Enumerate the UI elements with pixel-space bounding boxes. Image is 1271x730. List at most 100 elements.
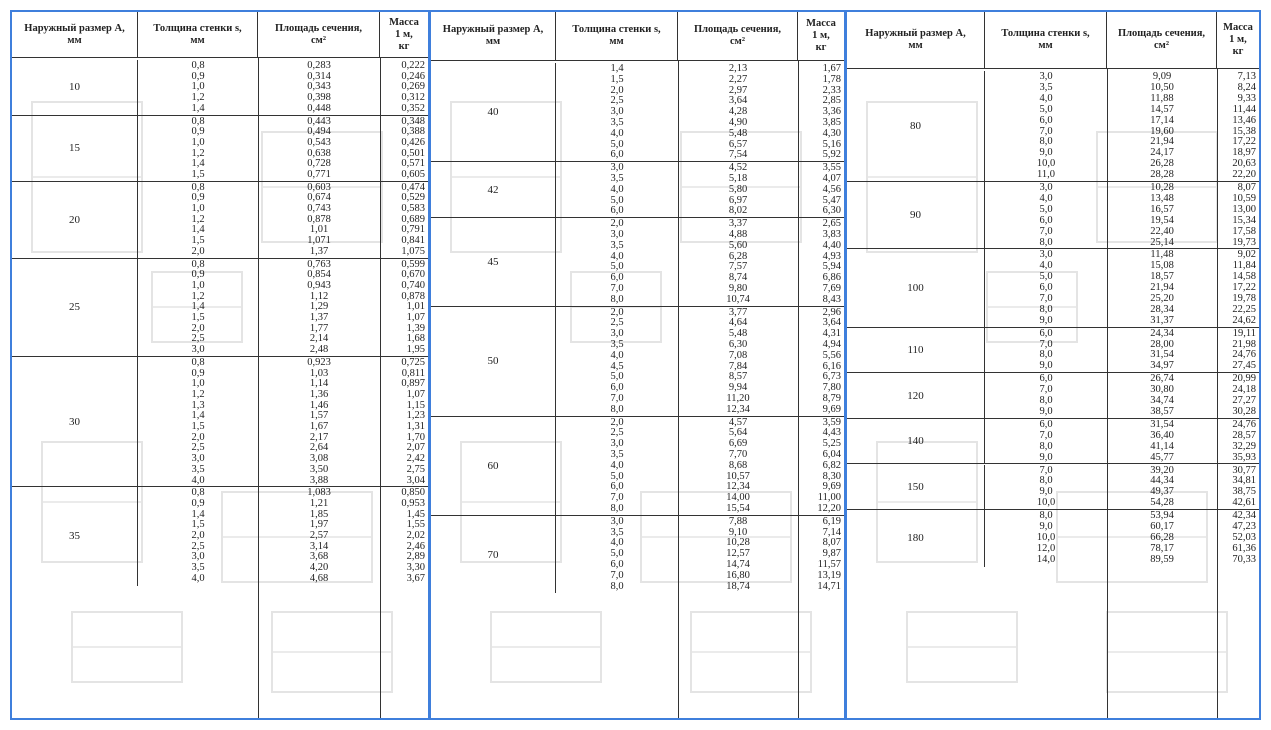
mass-cell: 18,97	[1232, 147, 1256, 159]
wall-thickness-cell: 0,8	[191, 356, 205, 368]
mass-cell: 0,841	[401, 235, 425, 247]
section-area-cell: 16,57	[1150, 203, 1174, 215]
table-row: 1,0 0,343 0,269	[138, 82, 428, 93]
table-row: 7,0 30,80 24,18	[985, 385, 1259, 396]
section-area-cell: 13,48	[1150, 192, 1174, 204]
column-divider	[1217, 69, 1218, 718]
wall-thickness-cell: 4,0	[610, 537, 624, 549]
mass-cell: 9,87	[822, 548, 841, 560]
outer-size-cell: 20	[12, 181, 138, 258]
section-area-cell: 28,00	[1150, 338, 1174, 350]
size-group: 45 2,0 3,37 2,65 3,0 4,88 3,83 3,5 5,60 4,40 4,0 6,…	[431, 218, 844, 307]
mass-cell: 1,15	[406, 399, 425, 411]
wall-thickness-cell: 0,9	[191, 126, 205, 138]
wall-thickness-cell: 1,0	[191, 279, 205, 291]
section-area-cell: 28,34	[1150, 303, 1174, 315]
section-area-cell: 1,85	[309, 508, 329, 520]
section-area-cell: 9,80	[728, 282, 748, 294]
mass-cell: 7,14	[822, 526, 841, 538]
table-row: 1,2 1,36 1,07	[138, 389, 428, 401]
mass-cell: 6,16	[822, 360, 841, 372]
outer-size-cell: 45	[431, 218, 556, 306]
mass-cell: 1,78	[822, 73, 841, 85]
mass-cell: 6,30	[822, 205, 841, 217]
section-area-cell: 0,494	[307, 126, 331, 138]
table-row: 8,0 28,34 22,25	[985, 303, 1259, 316]
section-area-cell: 4,28	[728, 106, 748, 118]
mass-cell: 11,44	[1232, 103, 1256, 115]
mass-cell: 4,56	[822, 183, 841, 195]
mass-cell: 0,571	[401, 158, 425, 170]
header-outer-size: Наружный размер A, мм	[431, 12, 556, 60]
mass-cell: 2,42	[406, 453, 425, 465]
section-area-cell: 3,37	[728, 218, 748, 230]
outer-size-cell: 100	[847, 249, 985, 327]
mass-cell: 0,811	[401, 367, 425, 379]
table-row: 3,5 9,10 7,14	[556, 526, 844, 539]
mass-cell: 0,878	[401, 290, 425, 302]
mass-cell: 15,38	[1232, 125, 1256, 137]
mass-cell: 19,11	[1232, 327, 1256, 339]
mass-cell: 0,312	[401, 92, 425, 104]
section-area-cell: 17,14	[1150, 114, 1174, 126]
table-row: 1,5 0,771 0,605	[138, 169, 428, 181]
table-row: 0,8 1,083 0,850	[138, 488, 428, 499]
wall-thickness-cell: 7,0	[1039, 338, 1053, 350]
table-row: 6,0 26,74 20,99	[985, 374, 1259, 385]
section-area-cell: 21,94	[1150, 136, 1174, 148]
table-row: 7,0 11,20 8,79	[556, 393, 844, 405]
size-group: 100 3,0 11,48 9,02 4,0 15,08 11,84 5,0 18,57 14,5…	[847, 249, 1259, 328]
mass-cell: 6,86	[822, 272, 841, 284]
table-row: 5,0 10,57 8,30	[556, 471, 844, 483]
header-outer-size: Наружный размер A, мм	[847, 12, 985, 68]
section-area-cell: 14,00	[726, 492, 750, 504]
wall-thickness-cell: 2,5	[191, 540, 205, 552]
header-mass-per-meter: Масса 1 м, кг	[806, 18, 836, 53]
mass-cell: 13,19	[817, 569, 841, 581]
table-row: 1,4 1,01 0,791	[138, 225, 428, 236]
section-area-cell: 2,97	[728, 84, 748, 96]
table-row: 12,0 78,17 61,36	[985, 543, 1259, 555]
table-row: 6,0 31,54 24,76	[985, 418, 1259, 431]
table-row: 4,0 6,28 4,93	[556, 250, 844, 263]
table-row: 3,0 11,48 9,02	[985, 250, 1259, 261]
section-area-cell: 2,14	[309, 333, 329, 345]
mass-cell: 0,725	[401, 356, 425, 368]
wall-thickness-cell: 0,8	[191, 181, 205, 193]
mass-cell: 14,58	[1232, 271, 1256, 283]
section-area-cell: 45,77	[1150, 451, 1174, 463]
section-area-cell: 25,20	[1150, 292, 1174, 304]
wall-thickness-cell: 10,0	[1036, 531, 1056, 543]
mass-cell: 20,99	[1232, 373, 1256, 385]
section-area-cell: 41,14	[1150, 440, 1174, 452]
section-area-cell: 1,21	[309, 497, 329, 509]
header-wall-thickness: Толщина стенки s, мм	[556, 12, 678, 60]
wall-thickness-cell: 1,4	[191, 158, 205, 170]
wall-thickness-cell: 4,0	[610, 250, 624, 262]
mass-cell: 3,85	[822, 117, 841, 128]
table-row: 3,0 10,28 8,07	[985, 182, 1259, 194]
mass-cell: 9,69	[822, 403, 841, 415]
wall-thickness-cell: 9,0	[1039, 147, 1053, 159]
table-row: 5,0 6,97 5,47	[556, 194, 844, 207]
mass-cell: 5,47	[822, 194, 841, 206]
size-group: 140 6,0 31,54 24,76 7,0 36,40 28,57 8,0 41,14 32,…	[847, 418, 1259, 465]
mass-cell: 0,501	[401, 147, 425, 159]
wall-thickness-cell: 3,0	[1039, 249, 1053, 261]
table-row: 7,0 39,20 30,77	[985, 465, 1259, 477]
wall-thickness-cell: 9,0	[1039, 520, 1053, 532]
mass-cell: 24,76	[1232, 418, 1256, 430]
wall-thickness-cell: 2,0	[610, 416, 624, 428]
table-row: 4,5 7,84 6,16	[556, 360, 844, 373]
section-area-cell: 0,771	[307, 169, 331, 180]
wall-thickness-cell: 6,0	[610, 481, 624, 493]
table-row: 4,0 11,88 9,33	[985, 93, 1259, 105]
wall-thickness-cell: 1,4	[191, 224, 205, 236]
wall-thickness-cell: 2,5	[191, 442, 205, 454]
wall-thickness-cell: 7,0	[1039, 384, 1053, 396]
section-area-cell: 0,728	[307, 158, 331, 170]
wall-thickness-cell: 2,5	[191, 333, 205, 345]
wall-thickness-cell: 6,0	[610, 382, 624, 394]
section-area-cell: 8,02	[728, 205, 748, 217]
column-divider	[1107, 69, 1108, 718]
